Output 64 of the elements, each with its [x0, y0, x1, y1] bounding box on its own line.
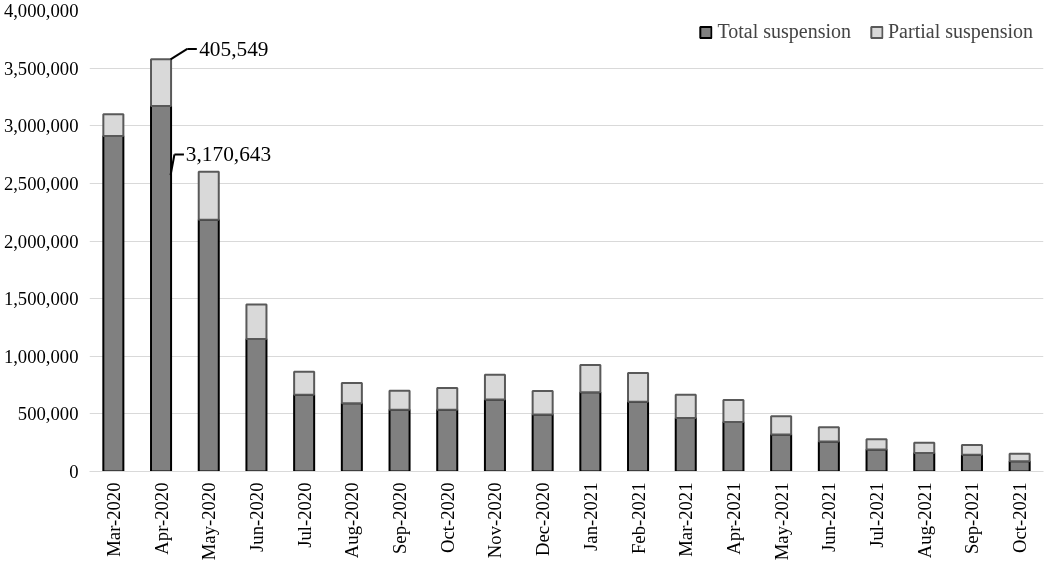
bar: [770, 433, 793, 472]
legend-label: Total suspension: [717, 20, 851, 43]
y-tick-label: 4,000,000: [3, 0, 79, 21]
bar: [817, 426, 840, 443]
y-tick-label: 2,000,000: [3, 230, 79, 252]
bar: [197, 218, 220, 472]
bar: [483, 398, 506, 472]
bar: [102, 113, 125, 138]
x-tick-label: Oct-2021: [1009, 482, 1031, 553]
bar: [245, 303, 268, 340]
bar: [817, 440, 840, 472]
bar: [722, 420, 745, 472]
bar: [627, 371, 650, 403]
data-label: 405,549: [199, 36, 269, 61]
bar: [579, 364, 602, 394]
bar: [102, 135, 125, 472]
x-tick-label: Aug-2020: [341, 482, 363, 559]
legend-label: Partial suspension: [888, 20, 1033, 43]
bar: [627, 400, 650, 472]
y-tick-label: 1,000,000: [3, 345, 79, 367]
bar: [531, 413, 554, 472]
data-label: 3,170,643: [185, 142, 272, 167]
x-tick-label: Mar-2020: [102, 482, 124, 557]
bar: [197, 170, 220, 221]
bar: [293, 393, 316, 472]
x-tick-label: Jul-2021: [866, 482, 888, 548]
bar: [340, 402, 363, 472]
x-tick-label: Sep-2020: [389, 482, 411, 555]
bar: [245, 337, 268, 472]
y-tick-label: 3,500,000: [3, 57, 79, 79]
y-tick-label: 0: [69, 461, 79, 482]
bar: [436, 408, 459, 472]
x-tick-label: Apr-2020: [150, 482, 172, 555]
bar: [674, 416, 697, 472]
x-tick-label: Oct-2020: [436, 482, 458, 553]
y-tick-label: 3,000,000: [3, 115, 79, 137]
x-tick-label: May-2021: [770, 482, 792, 561]
x-tick-label: Jan-2021: [579, 482, 601, 551]
bar: [865, 438, 888, 451]
bar: [579, 391, 602, 472]
x-tick-label: Feb-2021: [627, 482, 649, 555]
x-tick-label: Sep-2021: [961, 482, 983, 555]
bar: [150, 105, 173, 472]
bar: [388, 408, 411, 472]
x-tick-label: Jul-2020: [293, 482, 315, 548]
x-tick-label: Aug-2021: [913, 482, 935, 559]
x-tick-label: May-2020: [198, 482, 220, 561]
x-tick-label: Jun-2020: [245, 482, 267, 552]
x-tick-label: Nov-2020: [484, 482, 506, 559]
y-tick-label: 500,000: [17, 403, 79, 425]
bar: [340, 381, 363, 405]
bar: [1008, 452, 1031, 463]
bar: [293, 370, 316, 396]
bar: [388, 389, 411, 411]
x-tick-label: Apr-2021: [722, 482, 744, 555]
bar: [960, 443, 983, 456]
bar: [483, 373, 506, 401]
bar: [436, 386, 459, 411]
y-tick-label: 1,500,000: [3, 288, 79, 310]
x-tick-label: Dec-2020: [532, 482, 554, 557]
bar: [913, 441, 936, 455]
x-tick-label: Jun-2021: [818, 482, 840, 552]
x-tick-label: Mar-2021: [675, 482, 697, 557]
y-tick-label: 2,500,000: [3, 172, 79, 194]
